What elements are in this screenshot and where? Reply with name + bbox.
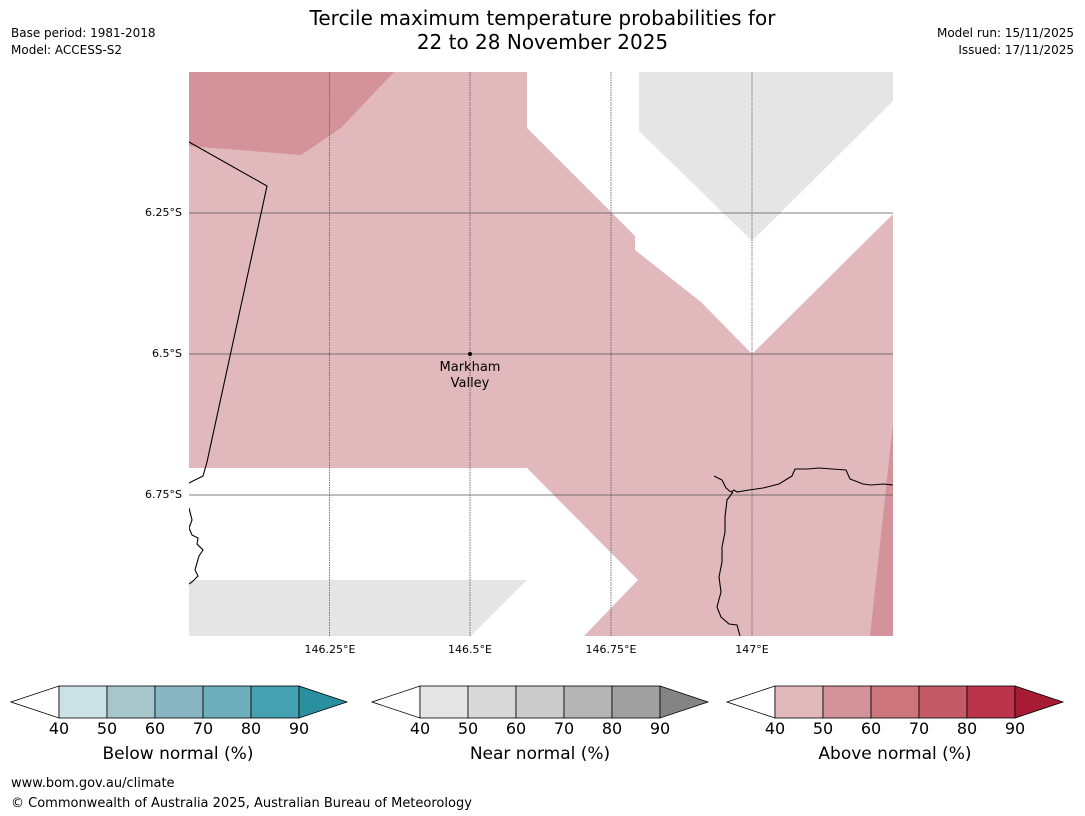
lat-label-6-75: 6.75°S [145, 488, 182, 501]
colorbar-above-tick: 90 [1004, 719, 1026, 738]
footer-copyright: © Commonwealth of Australia 2025, Austra… [11, 796, 472, 811]
place-label-line-2: Valley [450, 376, 490, 391]
lon-label-147: 147°E [735, 643, 769, 656]
meta-left: Base period: 1981-2018 Model: ACCESS-S2 [11, 25, 156, 59]
colorbar-segment [774, 685, 824, 719]
probability-map [189, 72, 893, 636]
lat-label-6-25: 6.25°S [145, 206, 182, 219]
colorbar-near-label: Near normal (%) [469, 744, 611, 764]
place-label-line-1: Markham [439, 360, 501, 375]
colorbar-near-bar [371, 685, 710, 719]
colorbar-segment [918, 685, 968, 719]
colorbar-extend-high [298, 685, 349, 719]
meta-right: Model run: 15/11/2025 Issued: 17/11/2025 [937, 25, 1074, 59]
issued-text: Issued: 17/11/2025 [958, 43, 1074, 57]
colorbar-near-tick: 80 [601, 719, 623, 738]
colorbar-below-tick: 90 [288, 719, 310, 738]
map-title: Tercile maximum temperature probabilitie… [0, 6, 1085, 54]
colorbar-above-tick: 50 [812, 719, 834, 738]
colorbar-extend-high [659, 685, 710, 719]
colorbar-above-tick: 70 [908, 719, 930, 738]
model-run-text: Model run: 15/11/2025 [936, 26, 1074, 40]
colorbar-near-tick: 70 [553, 719, 575, 738]
above-50-60-region-east [870, 424, 893, 636]
colorbar-segment [419, 685, 469, 719]
near-normal-region-ne [639, 72, 893, 241]
colorbar-segment [515, 685, 565, 719]
colorbar-near-tick: 90 [649, 719, 671, 738]
colorbar-below-tick: 50 [96, 719, 118, 738]
colorbar-segment [966, 685, 1016, 719]
colorbar-segment [106, 685, 156, 719]
colorbar-segment [822, 685, 872, 719]
colorbar-segment [467, 685, 517, 719]
graticule [189, 72, 893, 636]
colorbar-extend-low [371, 685, 421, 719]
colorbar-segment [202, 685, 252, 719]
colorbar-segment [154, 685, 204, 719]
coastlines [189, 141, 893, 636]
footer-url: www.bom.gov.au/climate [11, 776, 175, 791]
lon-label-146-5: 146.5°E [448, 643, 492, 656]
colorbar-near-tick: 60 [505, 719, 527, 738]
base-period-text: Base period: 1981-2018 [11, 26, 156, 40]
colorbar-near-tick: 50 [457, 719, 479, 738]
lon-label-146-25: 146.25°E [304, 643, 356, 656]
colorbar-extend-low [726, 685, 776, 719]
colorbar-below-tick: 40 [48, 719, 70, 738]
colorbar-above-tick: 60 [860, 719, 882, 738]
colorbar-extend-high [1014, 685, 1065, 719]
markham-valley-marker [468, 352, 472, 356]
colorbar-segment [611, 685, 661, 719]
near-normal-region-sw [189, 580, 527, 636]
title-line-1: Tercile maximum temperature probabilitie… [309, 6, 776, 30]
colorbar-above-label: Above normal (%) [818, 744, 972, 764]
lon-label-146-75: 146.75°E [585, 643, 637, 656]
place-label-markham-valley: Markham Valley [425, 360, 515, 392]
colorbar-segment [563, 685, 613, 719]
colorbar-below-tick: 80 [240, 719, 262, 738]
model-text: Model: ACCESS-S2 [11, 43, 123, 57]
title-line-2: 22 to 28 November 2025 [416, 30, 669, 54]
colorbar-segment [58, 685, 108, 719]
colorbar-below-bar [10, 685, 349, 719]
colorbar-segment [250, 685, 300, 719]
colorbar-below-tick: 60 [144, 719, 166, 738]
above-50-60-region-nw [189, 72, 394, 155]
colorbar-below-tick: 70 [192, 719, 214, 738]
colorbar-near-tick: 40 [409, 719, 431, 738]
colorbar-above-bar [726, 685, 1065, 719]
colorbar-segment [870, 685, 920, 719]
lat-label-6-5: 6.5°S [152, 347, 182, 360]
colorbar-above-tick: 80 [956, 719, 978, 738]
colorbar-above-tick: 40 [764, 719, 786, 738]
colorbar-extend-low [10, 685, 60, 719]
colorbar-below-label: Below normal (%) [102, 744, 254, 764]
